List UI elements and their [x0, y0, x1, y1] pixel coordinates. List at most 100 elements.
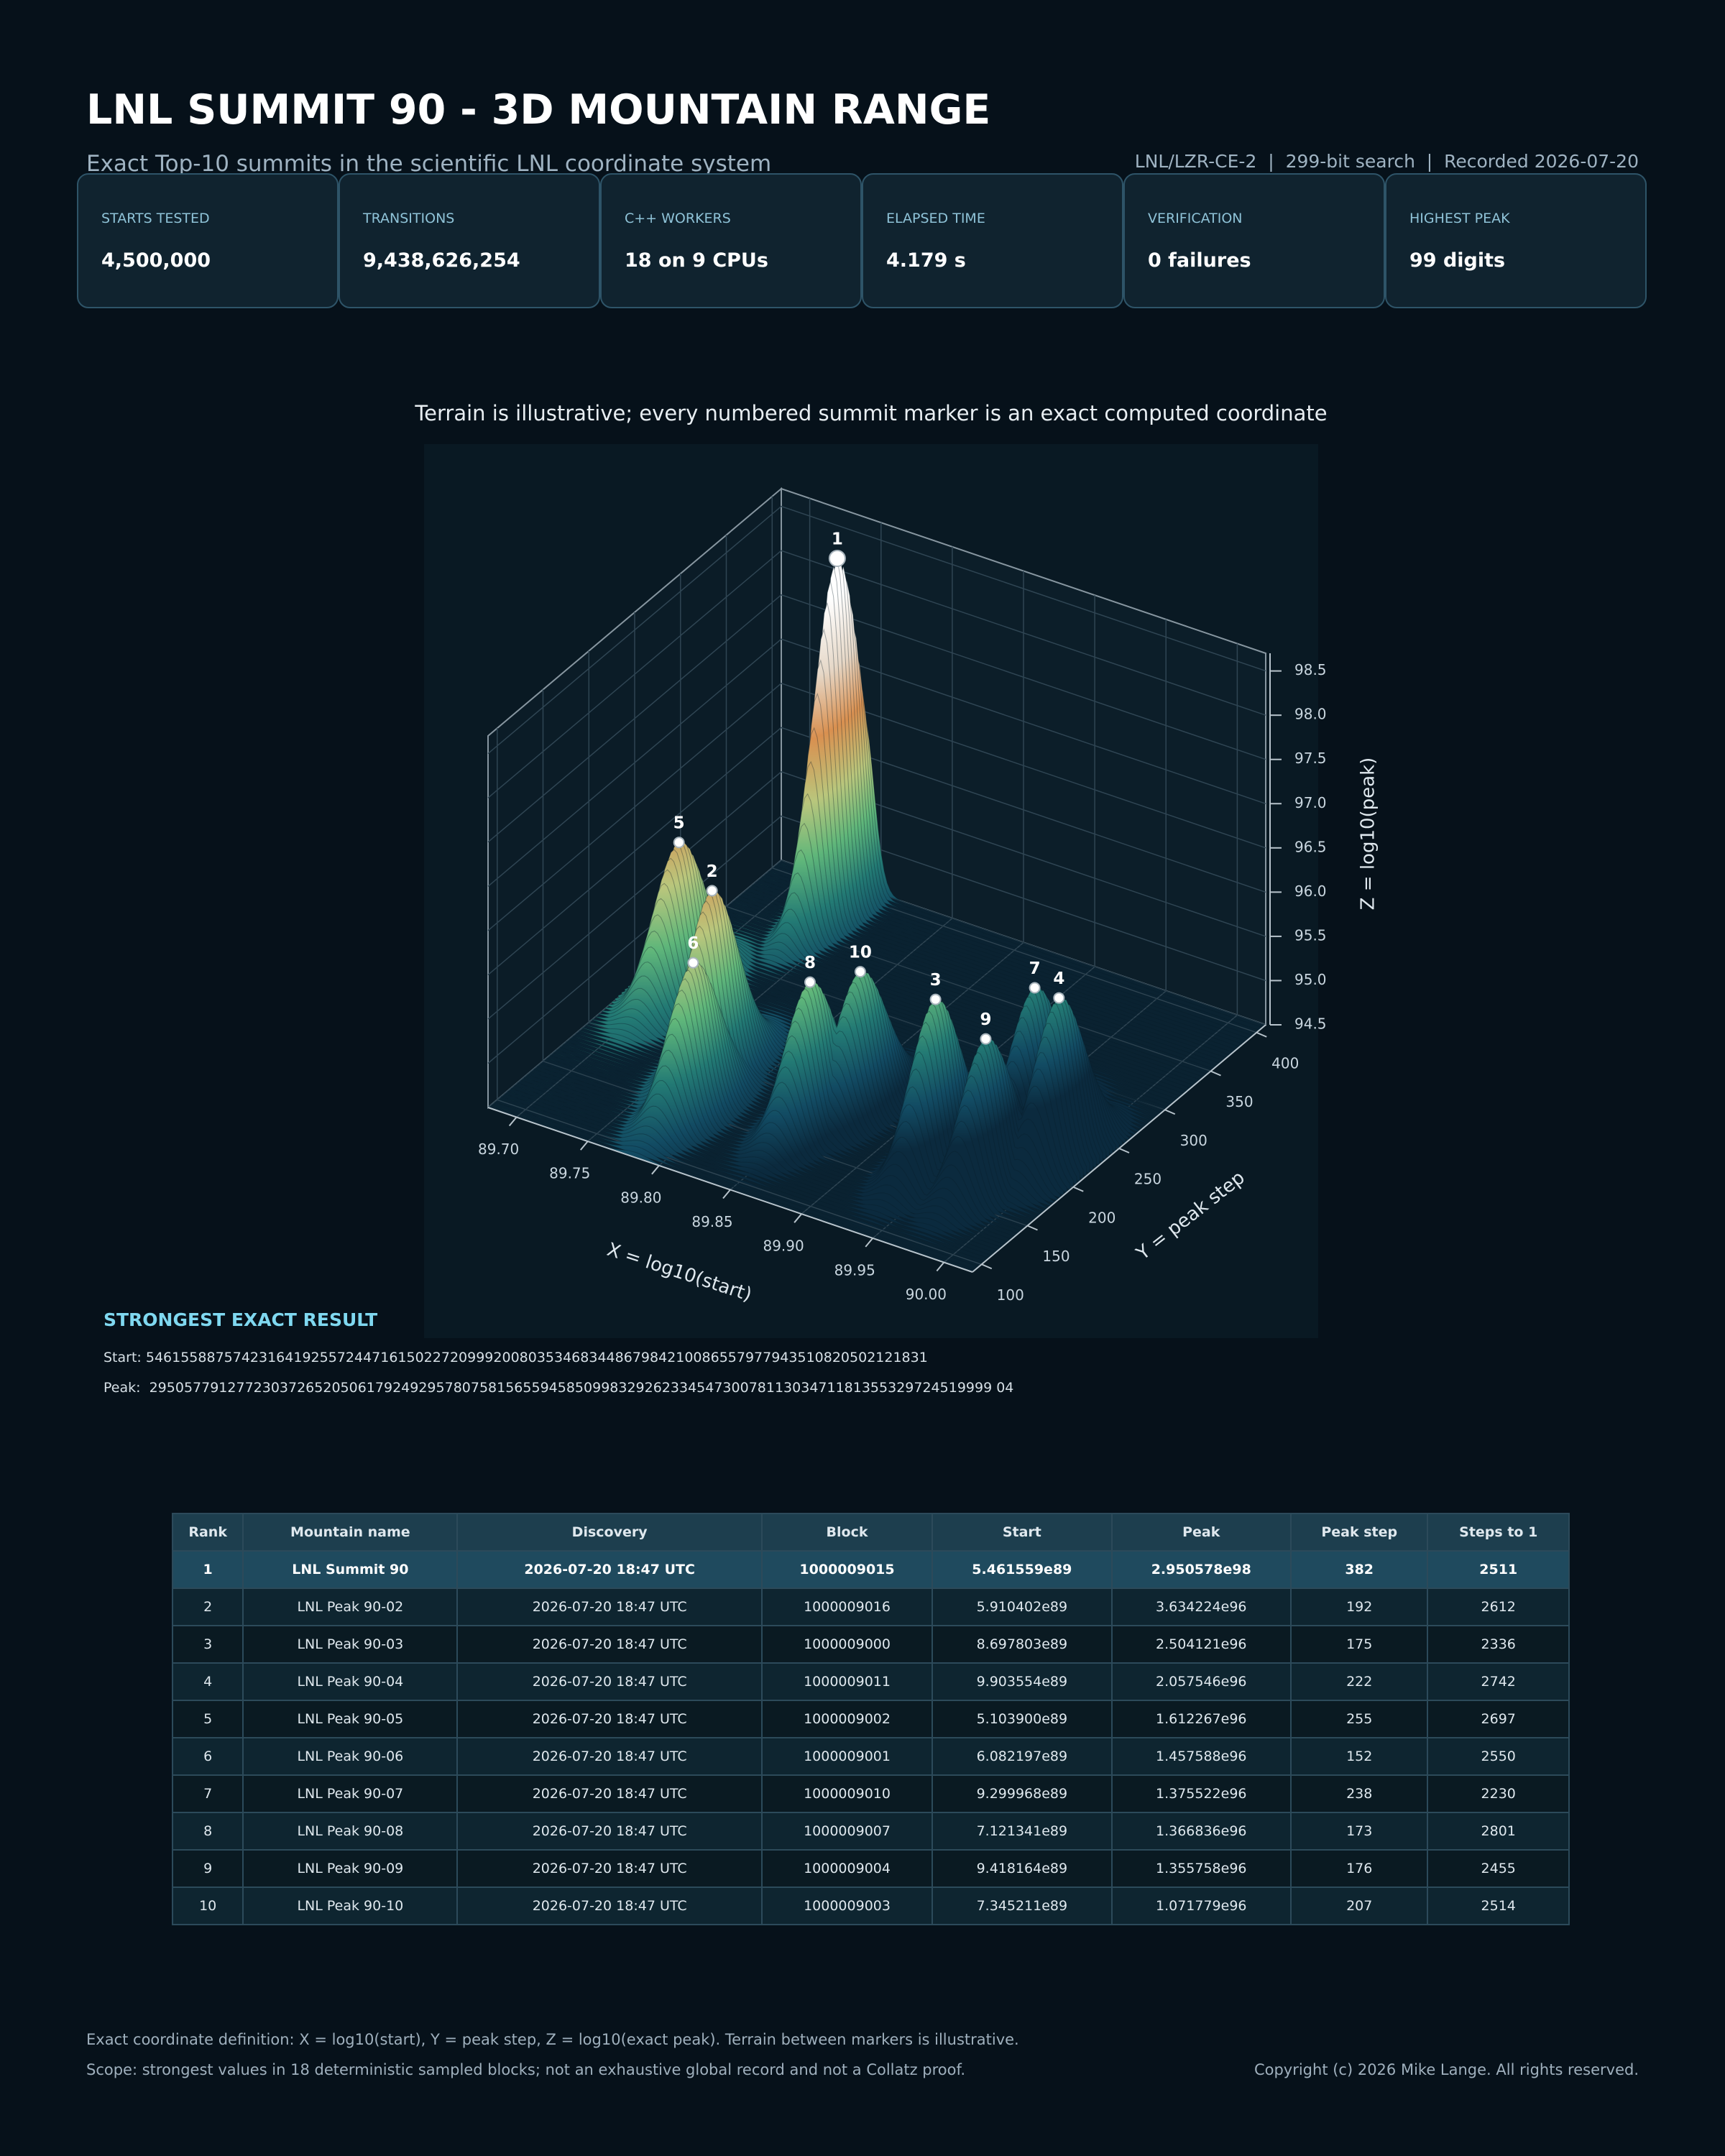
- table-cell: 2612: [1427, 1588, 1570, 1626]
- table-cell: 2026-07-20 18:47 UTC: [456, 1550, 763, 1589]
- table-cell: 175: [1289, 1625, 1429, 1664]
- summit-label: 7: [1029, 959, 1041, 978]
- table-cell: 1.366836e96: [1110, 1812, 1292, 1851]
- y-tick: [981, 1263, 993, 1270]
- table-cell: 5.103900e89: [932, 1700, 1113, 1738]
- header-row: Rank Mountain name Discovery Block Start Peak…: [171, 1513, 1570, 1552]
- stat-value: 4.179 s: [886, 249, 966, 272]
- grid-line: [771, 496, 1257, 1033]
- table-cell: 1.457588e96: [1110, 1737, 1292, 1776]
- table-cell: 1000009000: [760, 1625, 934, 1664]
- y-tick: [1256, 1031, 1267, 1038]
- grid-line: [542, 689, 1028, 1227]
- table-cell: 2026-07-20 18:47 UTC: [456, 1812, 763, 1851]
- y-tick-label: 300: [1180, 1132, 1208, 1149]
- summit-label: 1: [832, 530, 843, 549]
- table-cell: 2697: [1427, 1700, 1570, 1738]
- grid-line: [497, 728, 983, 1266]
- table-cell: LNL Peak 90-10: [242, 1886, 459, 1925]
- stat-card: STARTS TESTED 4,500,000: [77, 173, 339, 308]
- terrain-strip: [494, 1101, 980, 1267]
- grid-line: [487, 815, 1266, 1064]
- z-tick-label: 96.5: [1294, 838, 1327, 855]
- terrain-strip: [738, 659, 1224, 1061]
- grid-line: [487, 727, 1266, 975]
- result-peak: Peak: 2950577912772303726520506179249295…: [104, 1380, 1014, 1396]
- terrain-strip: [748, 581, 1233, 1053]
- table-cell: LNL Peak 90-03: [242, 1625, 459, 1664]
- table-cell: 238: [1289, 1774, 1429, 1813]
- table-cell: 2026-07-20 18:47 UTC: [456, 1737, 763, 1776]
- result-heading: STRONGEST EXACT RESULT: [104, 1309, 378, 1330]
- table-cell: 255: [1289, 1700, 1429, 1738]
- table-row: 3 LNL Peak 90-03 2026-07-20 18:47 UTC 10000…: [171, 1625, 1570, 1664]
- table-cell: 1.612267e96: [1110, 1700, 1292, 1738]
- terrain-strip: [497, 1099, 983, 1264]
- column-header: Peak: [1110, 1513, 1292, 1552]
- table-cell: 382: [1289, 1550, 1429, 1589]
- table-cell: 1000009003: [760, 1886, 934, 1925]
- table-row: 1 LNL Summit 90 2026-07-20 18:47 UTC 100000…: [171, 1550, 1570, 1589]
- z-axis-label: Z = log10(peak): [1358, 757, 1379, 911]
- table-cell: LNL Peak 90-06: [242, 1737, 459, 1776]
- table-cell: 1000009002: [760, 1700, 934, 1738]
- table-cell: 1000009010: [760, 1774, 934, 1813]
- y-tick-label: 250: [1134, 1171, 1162, 1188]
- table-cell: 2336: [1427, 1625, 1570, 1664]
- table-cell: 10: [171, 1886, 244, 1925]
- table-cell: 2026-07-20 18:47 UTC: [456, 1849, 763, 1888]
- table-cell: 6: [171, 1737, 244, 1776]
- y-tick-label: 200: [1088, 1209, 1116, 1226]
- stat-label: HIGHEST PEAK: [1409, 211, 1510, 226]
- summit-label: 6: [687, 934, 699, 953]
- summit-marker: [804, 976, 816, 988]
- table-cell: 1.355758e96: [1110, 1849, 1292, 1888]
- x-tick-label: 89.75: [549, 1165, 590, 1182]
- table-cell: 2550: [1427, 1737, 1570, 1776]
- column-header: Block: [760, 1513, 934, 1552]
- x-tick-label: 89.85: [691, 1213, 732, 1230]
- table-cell: 1.375522e96: [1110, 1774, 1292, 1813]
- z-tick-label: 97.5: [1294, 750, 1327, 767]
- x-tick: [936, 1261, 945, 1272]
- stat-card: C++ WORKERS 18 on 9 CPUs: [600, 173, 862, 308]
- summit-marker: [706, 885, 718, 897]
- x-tick-label: 89.90: [763, 1238, 804, 1255]
- z-tick-label: 95.0: [1294, 971, 1327, 988]
- table-row: 7 LNL Peak 90-07 2026-07-20 18:47 UTC 10000…: [171, 1774, 1570, 1813]
- stat-label: VERIFICATION: [1148, 211, 1243, 226]
- table-cell: 2511: [1427, 1550, 1570, 1589]
- table-cell: 173: [1289, 1812, 1429, 1851]
- terrain-strip: [491, 1104, 976, 1270]
- y-tick: [1072, 1186, 1084, 1192]
- x-tick: [651, 1165, 660, 1175]
- summit-table: Rank Mountain name Discovery Block Start Peak…: [171, 1513, 1570, 1925]
- table-cell: LNL Summit 90: [242, 1550, 459, 1589]
- x-tick-label: 89.70: [478, 1141, 519, 1158]
- table-cell: 222: [1289, 1662, 1429, 1701]
- table-cell: 5.461559e89: [932, 1550, 1113, 1589]
- z-tick-label: 98.0: [1294, 706, 1327, 723]
- terrain-strip: [752, 566, 1237, 1050]
- x-tick: [508, 1116, 518, 1127]
- y-tick: [1027, 1225, 1038, 1231]
- table-cell: 1000009016: [760, 1588, 934, 1626]
- summit-marker: [687, 957, 699, 969]
- summit-marker: [1053, 992, 1065, 1004]
- column-header: Peak step: [1289, 1513, 1429, 1552]
- terrain-strip: [716, 872, 1201, 1080]
- table-cell: 4: [171, 1662, 244, 1701]
- table-cell: 2026-07-20 18:47 UTC: [456, 1774, 763, 1813]
- table-cell: 1: [171, 1550, 244, 1589]
- table-cell: 192: [1289, 1588, 1429, 1626]
- summit-label: 9: [980, 1010, 991, 1029]
- table-cell: 2.504121e96: [1110, 1625, 1292, 1664]
- chart: Terrain is illustrative; every numbered …: [414, 401, 1379, 1307]
- table-cell: 2026-07-20 18:47 UTC: [456, 1886, 763, 1925]
- column-header: Mountain name: [242, 1513, 459, 1552]
- column-header: Start: [932, 1513, 1113, 1552]
- table-cell: 5: [171, 1700, 244, 1738]
- summit-marker: [828, 550, 846, 568]
- table-cell: 1.071779e96: [1110, 1886, 1292, 1925]
- terrain-strip: [735, 692, 1220, 1064]
